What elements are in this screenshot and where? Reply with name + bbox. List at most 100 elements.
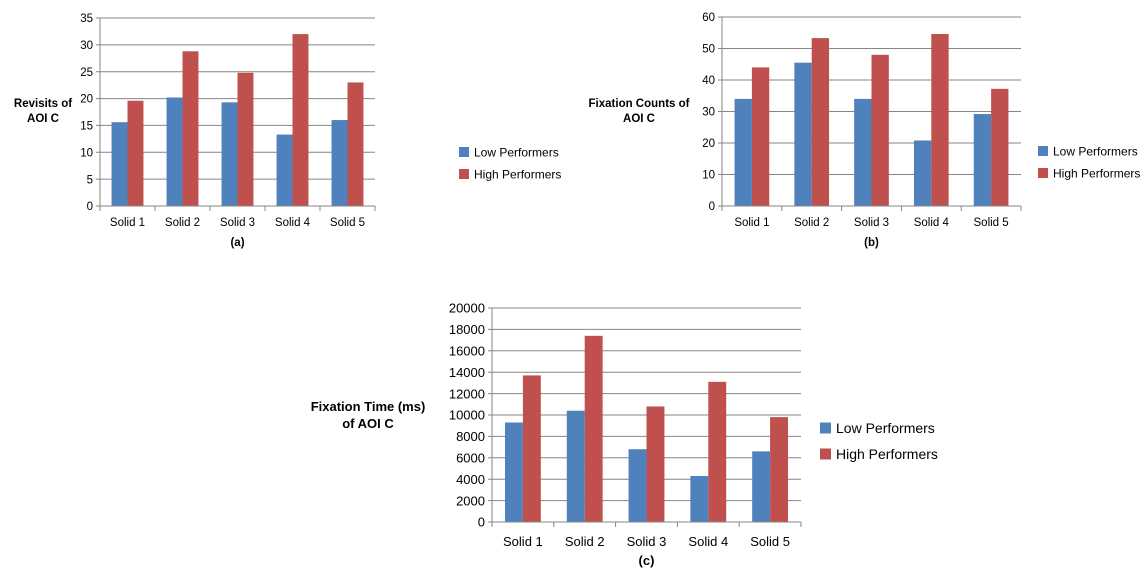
y-tick-label: 12000 xyxy=(449,386,485,401)
y-tick-label: 10 xyxy=(702,170,715,182)
legend-swatch-low xyxy=(820,422,831,434)
y-tick-label: 18000 xyxy=(449,322,485,337)
bar-high-performers-1 xyxy=(127,100,144,206)
y-tick-label: 35 xyxy=(80,13,93,25)
bar-low-performers-5 xyxy=(973,114,992,206)
bar-high-performers-4 xyxy=(292,34,309,206)
y-axis-label-line: AOI C xyxy=(623,113,655,125)
x-category-label: Solid 3 xyxy=(220,217,255,229)
y-tick-label: 8000 xyxy=(456,429,485,444)
bar-low-performers-5 xyxy=(331,120,348,206)
x-category-label: Solid 5 xyxy=(330,217,365,229)
bar-low-performers-4 xyxy=(690,475,709,522)
legend-label: Low Performers xyxy=(1053,144,1138,158)
y-tick-label: 10 xyxy=(80,147,93,159)
x-category-label: Solid 5 xyxy=(974,217,1009,229)
bar-low-performers-4 xyxy=(276,134,293,206)
y-axis-label-line: of AOI C xyxy=(342,416,394,431)
bar-high-performers-1 xyxy=(522,375,541,522)
panel-label: (b) xyxy=(864,237,879,249)
legend: Low Performers High Performers xyxy=(459,145,561,181)
y-tick-label: 4000 xyxy=(456,472,485,487)
x-category-label: Solid 4 xyxy=(914,217,950,229)
bar-low-performers-3 xyxy=(628,449,647,522)
x-category-label: Solid 2 xyxy=(794,217,829,229)
x-category-label: Solid 1 xyxy=(503,534,543,549)
bar-low-performers-4 xyxy=(913,140,932,206)
bar-low-performers-1 xyxy=(734,98,752,206)
chart-c: 0 2000 4000 6000 8000 10000 12000 14000 16000 180… xyxy=(311,301,938,568)
bar-low-performers-3 xyxy=(854,98,872,206)
y-tick-label: 16000 xyxy=(449,343,485,358)
legend-label: High Performers xyxy=(474,167,561,181)
chart-b: 0 10 20 30 40 50 60 Solid 1 Solid 2 Solid 3 Solid … xyxy=(589,12,1141,249)
x-category-label: Solid 5 xyxy=(750,534,790,549)
bar-low-performers-2 xyxy=(794,62,812,206)
y-tick-label: 20000 xyxy=(449,301,485,316)
y-axis-label: Fixation Counts of AOI C xyxy=(589,98,690,125)
y-tick-label: 0 xyxy=(709,201,715,213)
y-tick-label: 50 xyxy=(702,44,715,56)
y-tick-label: 2000 xyxy=(456,493,485,508)
bar-high-performers-2 xyxy=(584,335,603,522)
y-axis-label-line: AOI C xyxy=(27,113,59,125)
panel-label: (c) xyxy=(639,553,655,568)
y-axis-label: Revisits of AOI C xyxy=(14,98,72,125)
x-category-label: Solid 4 xyxy=(688,534,728,549)
y-axis-label: Fixation Time (ms) of AOI C xyxy=(311,399,426,431)
bar-high-performers-3 xyxy=(237,72,254,206)
bar-high-performers-1 xyxy=(751,67,770,207)
y-tick-label: 20 xyxy=(80,94,93,106)
y-tick-label: 25 xyxy=(80,67,93,79)
bar-high-performers-2 xyxy=(182,51,199,206)
legend-swatch-high xyxy=(820,448,831,460)
x-category-label: Solid 2 xyxy=(565,534,605,549)
legend-swatch-high xyxy=(459,169,469,179)
legend-label: High Performers xyxy=(836,446,938,462)
x-category-label: Solid 3 xyxy=(854,217,889,229)
bar-low-performers-1 xyxy=(111,122,128,206)
y-tick-label: 14000 xyxy=(449,365,485,380)
bar-low-performers-2 xyxy=(166,97,183,206)
bar-high-performers-4 xyxy=(931,34,949,207)
bar-low-performers-2 xyxy=(566,410,585,522)
legend-swatch-low xyxy=(459,147,469,157)
bar-high-performers-3 xyxy=(871,54,889,206)
y-tick-label: 40 xyxy=(702,75,715,87)
panel-label: (a) xyxy=(230,237,244,249)
bar-low-performers-5 xyxy=(752,451,771,522)
y-axis-label-line: Fixation Time (ms) xyxy=(311,399,426,414)
y-tick-label: 60 xyxy=(702,12,715,24)
legend-label: Low Performers xyxy=(836,420,935,436)
y-axis-label-line: Fixation Counts of xyxy=(589,98,690,110)
y-tick-label: 30 xyxy=(702,107,715,119)
legend-label: High Performers xyxy=(1053,166,1140,180)
bar-high-performers-5 xyxy=(770,417,789,522)
y-tick-label: 6000 xyxy=(456,450,485,465)
y-tick-label: 15 xyxy=(80,121,93,133)
y-tick-label: 20 xyxy=(702,138,715,150)
y-axis-label-line: Revisits of xyxy=(14,98,72,110)
y-tick-label: 5 xyxy=(87,174,93,186)
y-tick-label: 0 xyxy=(87,201,93,213)
bar-high-performers-4 xyxy=(708,381,727,522)
y-tick-label: 0 xyxy=(478,515,485,530)
bar-low-performers-1 xyxy=(504,422,523,522)
legend-swatch-low xyxy=(1038,146,1048,156)
y-tick-label: 30 xyxy=(80,40,93,52)
legend: Low Performers High Performers xyxy=(820,420,938,462)
x-category-label: Solid 4 xyxy=(275,217,311,229)
bar-high-performers-5 xyxy=(991,88,1009,206)
legend-swatch-high xyxy=(1038,168,1048,178)
x-category-label: Solid 1 xyxy=(110,217,145,229)
bar-high-performers-2 xyxy=(811,38,830,207)
bar-high-performers-3 xyxy=(646,406,665,522)
x-category-label: Solid 2 xyxy=(165,217,200,229)
legend: Low Performers High Performers xyxy=(1038,144,1140,180)
chart-a: 0 5 10 15 20 25 30 35 Solid 1 Solid 2 Solid 3 Solid… xyxy=(14,13,561,249)
x-category-label: Solid 3 xyxy=(627,534,667,549)
bar-high-performers-5 xyxy=(347,82,364,206)
legend-label: Low Performers xyxy=(474,145,559,159)
x-category-label: Solid 1 xyxy=(734,217,769,229)
